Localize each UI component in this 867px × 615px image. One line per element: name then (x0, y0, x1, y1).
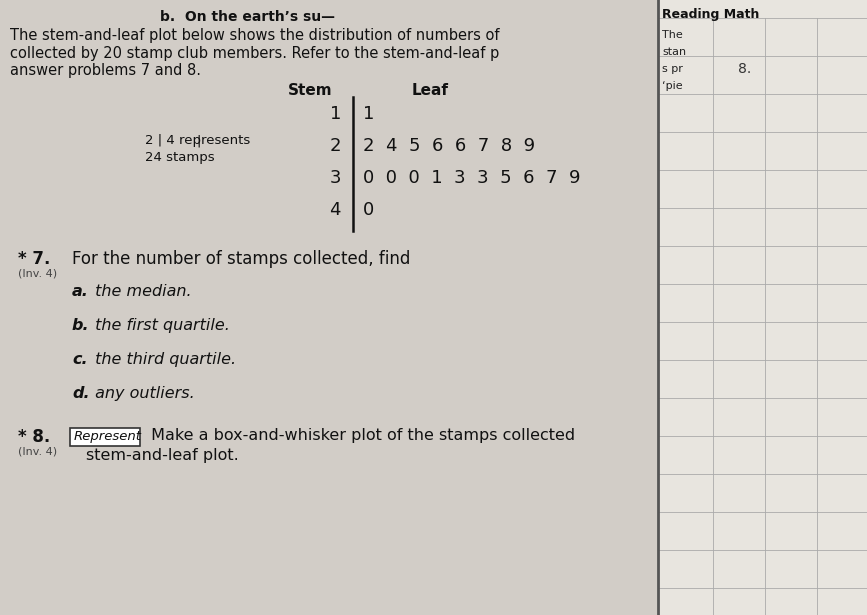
Text: (Inv. 4): (Inv. 4) (18, 446, 57, 456)
Text: d.: d. (72, 386, 89, 401)
Text: 0: 0 (363, 201, 375, 219)
Text: a.: a. (72, 284, 89, 299)
Text: stan: stan (662, 47, 686, 57)
Text: (Inv. 4): (Inv. 4) (18, 268, 57, 278)
Text: The: The (662, 30, 682, 40)
Text: 2 | 4 represents: 2 | 4 represents (145, 134, 251, 147)
Text: For the number of stamps collected, find: For the number of stamps collected, find (72, 250, 410, 268)
Bar (0, 0, 658, 615)
Text: * 7.: * 7. (18, 250, 50, 268)
Text: 2  4  5  6  6  7  8  9: 2 4 5 6 6 7 8 9 (363, 137, 535, 155)
Text: ‘pie: ‘pie (662, 81, 682, 91)
Text: Make a box-and-whisker plot of the stamps collected: Make a box-and-whisker plot of the stamp… (146, 428, 575, 443)
FancyBboxPatch shape (70, 428, 140, 446)
Text: 1: 1 (363, 105, 375, 123)
Text: collected by 20 stamp club members. Refer to the stem-and-leaf p: collected by 20 stamp club members. Refe… (10, 46, 499, 61)
Text: 4: 4 (329, 201, 341, 219)
Bar (658, 0, 867, 615)
Text: c.: c. (72, 352, 88, 367)
Text: s pr: s pr (662, 64, 683, 74)
Text: * 8.: * 8. (18, 428, 50, 446)
Text: 8.: 8. (738, 62, 751, 76)
Text: Represent: Represent (74, 430, 142, 443)
Text: 2: 2 (329, 137, 341, 155)
Text: any outliers.: any outliers. (90, 386, 195, 401)
Text: 0  0  0  1  3  3  5  6  7  9: 0 0 0 1 3 3 5 6 7 9 (363, 169, 581, 187)
Text: the first quartile.: the first quartile. (90, 318, 230, 333)
Text: Stem: Stem (288, 83, 332, 98)
Text: answer problems 7 and 8.: answer problems 7 and 8. (10, 63, 201, 78)
Text: 24 stamps: 24 stamps (145, 151, 215, 164)
Text: the median.: the median. (90, 284, 192, 299)
Text: Leaf: Leaf (412, 83, 448, 98)
Text: 1: 1 (329, 105, 341, 123)
Text: The stem-and-leaf plot below shows the distribution of numbers of: The stem-and-leaf plot below shows the d… (10, 28, 499, 43)
Text: |: | (196, 134, 200, 147)
Text: b.: b. (72, 318, 89, 333)
Text: stem-and-leaf plot.: stem-and-leaf plot. (86, 448, 238, 463)
Text: b.  On the earth’s su—: b. On the earth’s su— (160, 10, 335, 24)
Text: the third quartile.: the third quartile. (90, 352, 236, 367)
Text: 3: 3 (329, 169, 341, 187)
Text: Reading Math: Reading Math (662, 8, 759, 21)
